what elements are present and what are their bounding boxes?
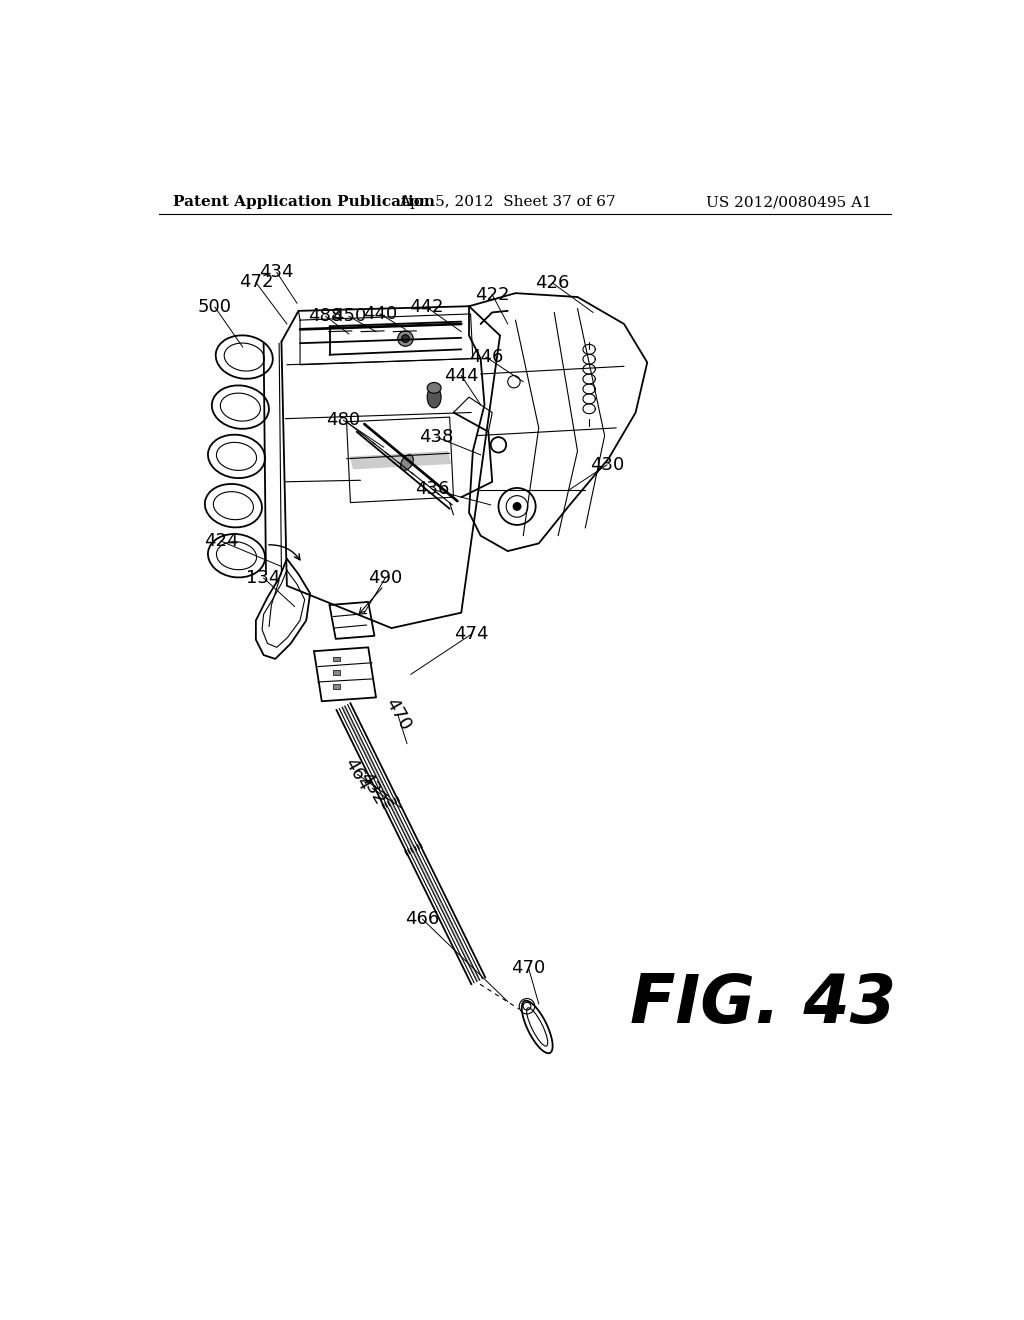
- Text: 488: 488: [308, 308, 343, 325]
- Text: 134: 134: [247, 569, 281, 587]
- Circle shape: [401, 335, 410, 342]
- Polygon shape: [350, 451, 451, 469]
- Text: 430: 430: [590, 455, 624, 474]
- Text: Apr. 5, 2012  Sheet 37 of 67: Apr. 5, 2012 Sheet 37 of 67: [399, 195, 616, 210]
- Text: US 2012/0080495 A1: US 2012/0080495 A1: [707, 195, 872, 210]
- Text: 434: 434: [259, 264, 294, 281]
- Text: 442: 442: [410, 298, 443, 315]
- Ellipse shape: [427, 383, 441, 393]
- Bar: [334, 671, 340, 675]
- Text: 440: 440: [362, 305, 397, 323]
- Bar: [334, 656, 340, 661]
- Text: 500: 500: [198, 298, 231, 315]
- Text: 438: 438: [419, 428, 454, 446]
- Text: 424: 424: [204, 532, 239, 550]
- Bar: [334, 684, 340, 689]
- Text: 470: 470: [512, 960, 546, 977]
- Circle shape: [397, 331, 414, 346]
- Text: 480: 480: [327, 412, 360, 429]
- Text: 444: 444: [444, 367, 478, 384]
- Ellipse shape: [427, 387, 441, 408]
- Text: Patent Application Publication: Patent Application Publication: [173, 195, 435, 210]
- Text: 432: 432: [355, 768, 388, 808]
- Text: 426: 426: [536, 275, 570, 292]
- Ellipse shape: [400, 454, 414, 470]
- Text: 472: 472: [239, 273, 273, 292]
- Text: 450: 450: [332, 308, 366, 325]
- Text: 490: 490: [369, 569, 402, 587]
- Circle shape: [513, 503, 521, 511]
- Text: 474: 474: [454, 626, 488, 643]
- Text: 466: 466: [406, 911, 439, 928]
- Text: 464: 464: [341, 755, 374, 793]
- Text: FIG. 43: FIG. 43: [630, 972, 896, 1038]
- Text: 436: 436: [416, 480, 450, 499]
- Text: 470: 470: [381, 696, 414, 734]
- Text: 422: 422: [475, 285, 510, 304]
- Text: 446: 446: [469, 348, 503, 366]
